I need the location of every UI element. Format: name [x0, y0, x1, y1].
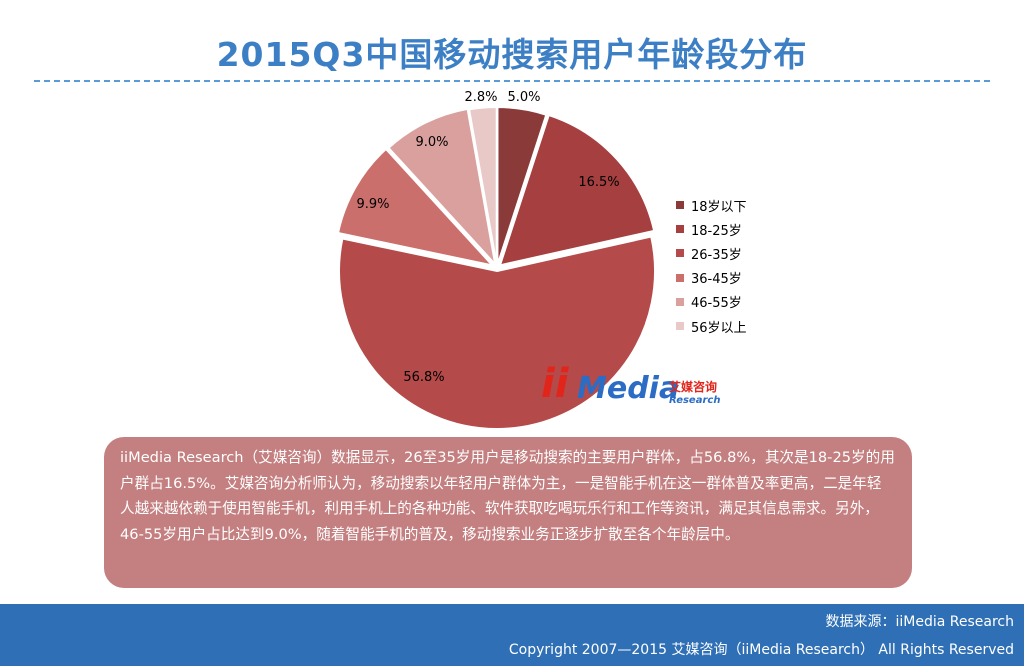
- slice-label-3: 56.8%: [403, 370, 444, 385]
- slice-label-5: 9.0%: [415, 135, 448, 150]
- legend-swatch: [676, 225, 684, 234]
- title-divider: [34, 80, 990, 82]
- legend-label: 18-25岁: [691, 223, 742, 239]
- legend-label: 18岁以下: [691, 199, 747, 215]
- slice-label-6: 2.8%: [464, 90, 497, 105]
- summary-box: iiMedia Research（艾媒咨询）数据显示，26至35岁用户是移动搜索…: [104, 437, 912, 588]
- legend-item-3: 26-35岁: [676, 241, 747, 265]
- pie-slice-4: [336, 147, 496, 268]
- logo-cn-text: 艾媒咨询: [669, 380, 718, 394]
- chart-legend: 18岁以下 18-25岁 26-35岁 36-45岁 46-55岁 56岁以上: [676, 193, 747, 338]
- legend-item-5: 46-55岁: [676, 290, 747, 314]
- pie-slice-2: [498, 113, 656, 267]
- pie-slice-3: [338, 235, 656, 430]
- slice-label-1: 5.0%: [507, 90, 540, 105]
- iimedia-logo: ii Media 艾媒咨询 Research: [541, 360, 726, 410]
- legend-swatch: [676, 297, 684, 306]
- legend-label: 26-35岁: [691, 247, 742, 263]
- footer-source: 数据来源：iiMedia Research: [825, 614, 1015, 630]
- footer-copyright: Copyright 2007—2015 艾媒咨询（iiMedia Researc…: [508, 642, 1014, 658]
- logo-media-text: Media: [577, 371, 680, 406]
- pie-slice-6: [467, 106, 498, 266]
- legend-swatch: [676, 322, 684, 331]
- legend-item-2: 18-25岁: [676, 217, 747, 241]
- footer-bar: 数据来源：iiMedia Research Copyright 2007—201…: [0, 604, 1024, 666]
- legend-swatch: [676, 249, 684, 258]
- legend-item-4: 36-45岁: [676, 266, 747, 290]
- legend-swatch: [676, 273, 684, 282]
- logo-ii-text: ii: [541, 361, 569, 407]
- logo-en-text: Research: [669, 395, 721, 406]
- legend-label: 46-55岁: [691, 296, 742, 312]
- page-title: 2015Q3中国移动搜索用户年龄段分布: [216, 35, 808, 74]
- pie-chart: 5.0% 16.5% 56.8% 9.9% 9.0% 2.8%: [336, 90, 656, 430]
- slice-label-4: 9.9%: [356, 197, 389, 212]
- pie-slice-5: [387, 107, 497, 268]
- legend-item-1: 18岁以下: [676, 193, 747, 217]
- legend-swatch: [676, 201, 684, 210]
- legend-item-6: 56岁以上: [676, 314, 747, 338]
- slice-label-2: 16.5%: [578, 175, 619, 190]
- legend-label: 56岁以上: [691, 320, 747, 336]
- legend-label: 36-45岁: [691, 272, 742, 288]
